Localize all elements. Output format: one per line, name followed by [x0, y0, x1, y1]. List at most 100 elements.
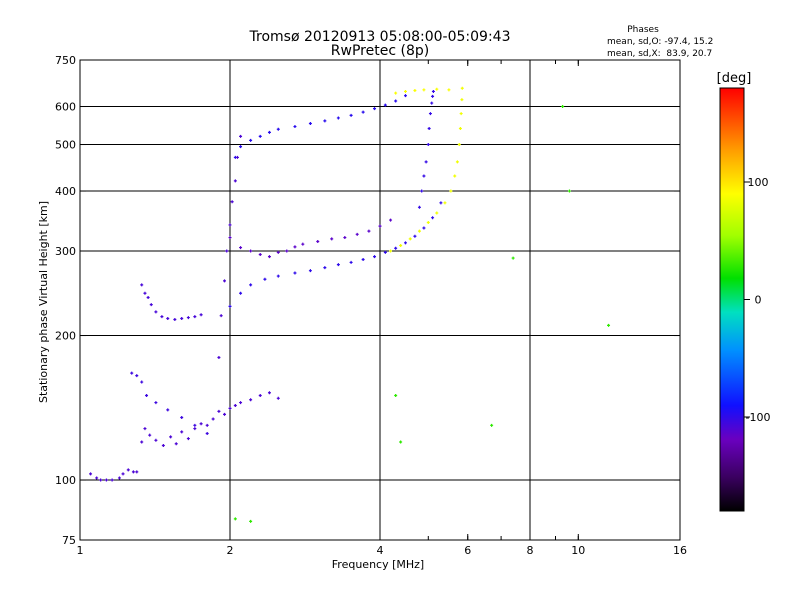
data-point — [99, 478, 103, 482]
data-point — [225, 249, 229, 253]
data-point — [399, 440, 403, 444]
data-point — [301, 242, 305, 246]
data-point — [169, 435, 173, 439]
colorbar-tick-label: 100 — [748, 176, 769, 189]
data-point — [145, 394, 149, 398]
data-point — [135, 470, 139, 474]
data-point — [267, 130, 271, 134]
data-point — [228, 304, 232, 308]
data-point — [276, 250, 280, 254]
stats-heading: Phases — [627, 25, 659, 35]
data-point — [413, 234, 417, 238]
data-point — [453, 174, 457, 178]
data-point — [403, 241, 407, 245]
data-point — [276, 127, 280, 131]
y-tick-label: 200 — [55, 330, 76, 343]
data-point — [166, 408, 170, 412]
data-point — [239, 401, 243, 405]
data-point — [166, 317, 170, 321]
data-point — [424, 160, 428, 164]
data-point — [205, 423, 209, 427]
data-point — [427, 126, 431, 130]
data-point — [457, 143, 461, 147]
data-point — [140, 440, 144, 444]
data-point — [146, 296, 150, 300]
data-points — [89, 86, 611, 523]
data-point — [95, 476, 99, 480]
data-point — [378, 224, 382, 228]
data-point — [430, 101, 434, 105]
y-axis-label: Stationary phase Virtual Height [km] — [37, 201, 50, 403]
data-point — [458, 126, 462, 130]
data-point — [186, 316, 190, 320]
data-point — [219, 314, 223, 318]
data-point — [228, 236, 232, 240]
data-point — [336, 116, 340, 120]
chart-title: Tromsø 20120913 05:08:00-05:09:43 — [249, 29, 511, 45]
data-point — [417, 229, 421, 233]
data-point — [267, 255, 271, 259]
data-point — [148, 433, 152, 437]
data-point — [394, 99, 398, 103]
data-point — [199, 422, 203, 426]
colorbar-tick-label: 0 — [755, 294, 762, 307]
data-point — [435, 87, 439, 91]
data-point — [193, 315, 197, 319]
data-point — [104, 478, 108, 482]
x-tick-label: 1 — [77, 544, 84, 557]
data-point — [447, 88, 451, 92]
data-point — [276, 274, 280, 278]
x-tick-label: 10 — [571, 544, 585, 557]
data-point — [249, 519, 253, 523]
data-point — [293, 125, 297, 129]
data-point — [249, 398, 253, 402]
data-point — [180, 430, 184, 434]
data-point — [443, 201, 447, 205]
data-point — [143, 291, 147, 295]
data-point — [121, 472, 125, 476]
data-point — [403, 94, 407, 98]
data-point — [140, 380, 144, 384]
data-point — [140, 283, 144, 287]
data-point — [394, 394, 398, 398]
data-point — [276, 396, 280, 400]
data-point — [435, 211, 439, 215]
data-point — [511, 256, 515, 260]
x-tick-label: 8 — [527, 544, 534, 557]
data-point — [361, 110, 365, 114]
data-point — [567, 189, 571, 193]
data-point — [258, 134, 262, 138]
data-point — [223, 412, 227, 416]
x-tick-label: 6 — [464, 544, 471, 557]
data-point — [431, 94, 435, 98]
data-point — [235, 155, 239, 159]
data-point — [223, 279, 227, 283]
x-tick-label: 2 — [227, 544, 234, 557]
y-tick-label: 400 — [55, 185, 76, 198]
data-point — [230, 200, 234, 204]
data-point — [258, 253, 262, 257]
data-point — [336, 263, 340, 267]
data-point — [459, 112, 463, 116]
stats-o-line: mean, sd,O: -97.4, 15.2 — [607, 37, 713, 47]
x-tick-label: 4 — [377, 544, 384, 557]
data-point — [239, 145, 243, 149]
data-point — [110, 478, 114, 482]
x-tick-label: 16 — [673, 544, 687, 557]
data-point — [217, 355, 221, 359]
data-point — [285, 249, 289, 253]
data-point — [211, 417, 215, 421]
data-point — [199, 313, 203, 317]
data-point — [193, 427, 197, 431]
data-point — [233, 517, 237, 521]
y-tick-label: 75 — [62, 534, 76, 547]
y-tick-label: 300 — [55, 245, 76, 258]
data-point — [217, 409, 221, 413]
y-tick-label: 600 — [55, 101, 76, 114]
data-point — [403, 89, 407, 93]
data-point — [422, 226, 426, 230]
data-point — [154, 310, 158, 314]
data-point — [408, 237, 412, 241]
data-point — [154, 401, 158, 405]
